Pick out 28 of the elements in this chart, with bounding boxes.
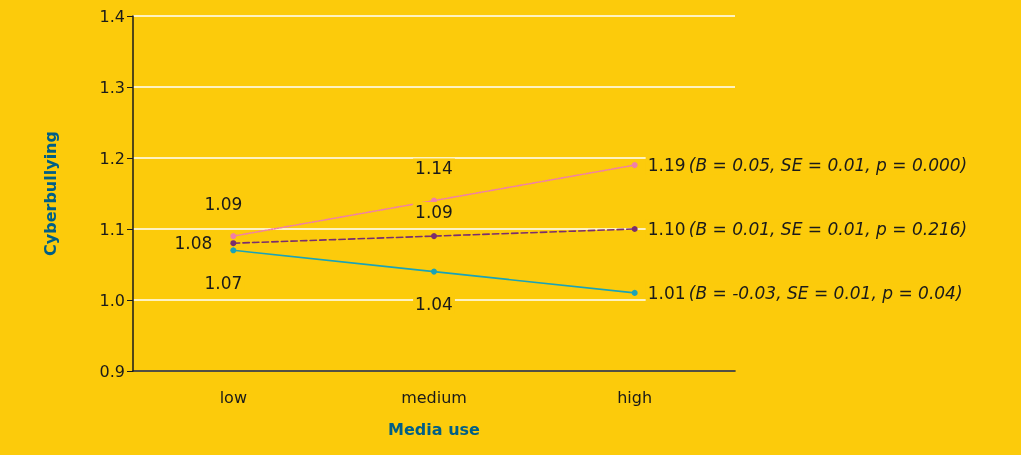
data-label: 1.19 (B = 0.05, SE = 0.01, p = 0.000) [647, 155, 968, 176]
y-tick-label: 1.2 [99, 148, 125, 168]
data-label: 1.14 [415, 158, 453, 179]
data-label: 1.08 [174, 233, 213, 254]
y-tick-label: 1.1 [99, 219, 125, 239]
point [230, 240, 237, 247]
point [631, 226, 638, 232]
y-tick-label: 0.9 [99, 361, 125, 381]
point [631, 289, 638, 296]
data-label: 1.09 [204, 193, 243, 214]
x-tick-label: medium [401, 387, 467, 407]
data-label: 1.09 [415, 201, 453, 222]
point [631, 162, 638, 169]
y-tick-label: 1.0 [99, 290, 125, 310]
point [431, 268, 437, 275]
point [431, 233, 437, 240]
data-label: 1.01 (B = -0.03, SE = 0.01, p = 0.04) [647, 282, 963, 303]
x-axis-title: Media use [388, 419, 481, 439]
y-tick-label: 1.4 [99, 6, 125, 26]
data-label: 1.04 [415, 294, 453, 315]
y-tick-label: 1.3 [99, 77, 125, 97]
point [230, 233, 237, 240]
data-label: 1.07 [204, 272, 243, 293]
x-tick-label: high [617, 387, 653, 407]
y-axis-title: Cyberbullying [40, 131, 60, 256]
x-tick-label: low [219, 387, 247, 407]
point [230, 247, 237, 254]
data-label: 1.10 (B = 0.01, SE = 0.01, p = 0.216) [647, 219, 968, 239]
